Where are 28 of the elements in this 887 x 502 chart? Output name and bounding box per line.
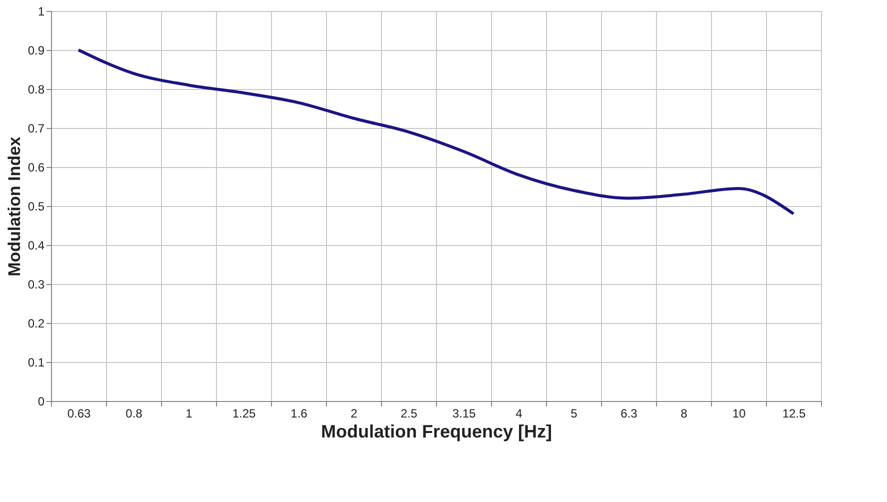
x-tick-label: 1 [186,406,193,420]
line-series [77,48,795,216]
x-tick-label: 4 [516,406,523,420]
y-axis-title: Modulation Index [4,136,24,276]
y-tick-label: 0.6 [28,160,45,174]
y-tick-label: 0.2 [28,316,45,330]
y-tick-label: 0.5 [28,200,45,214]
x-tick-label: 1.6 [290,406,308,420]
x-tick-label: 1.25 [232,406,256,420]
x-tick-label: 5 [570,406,578,420]
x-tick-label: 0.8 [126,406,143,420]
x-tick-label: 3.15 [452,406,476,420]
x-tick-label: 0.63 [67,406,91,420]
x-axis-title: Modulation Frequency [Hz] [321,422,552,442]
y-tick-label: 0.3 [28,278,45,292]
y-tick-label: 0.4 [28,238,45,252]
x-tick-label: 12.5 [782,406,806,420]
x-tick-label: 8 [680,406,688,420]
y-tick-label: 0 [38,394,45,408]
y-tick-label: 0.7 [28,122,45,136]
y-tick-label: 0.9 [28,44,45,58]
x-tick-label: 2 [350,406,358,420]
y-tick-label: 0.1 [28,356,45,370]
x-tick-label: 6.3 [620,406,638,420]
y-tick-label: 1 [38,4,45,18]
x-tick-label: 10 [732,406,746,420]
y-tick-label: 0.8 [28,82,45,96]
x-tick-label: 2.5 [400,406,418,420]
